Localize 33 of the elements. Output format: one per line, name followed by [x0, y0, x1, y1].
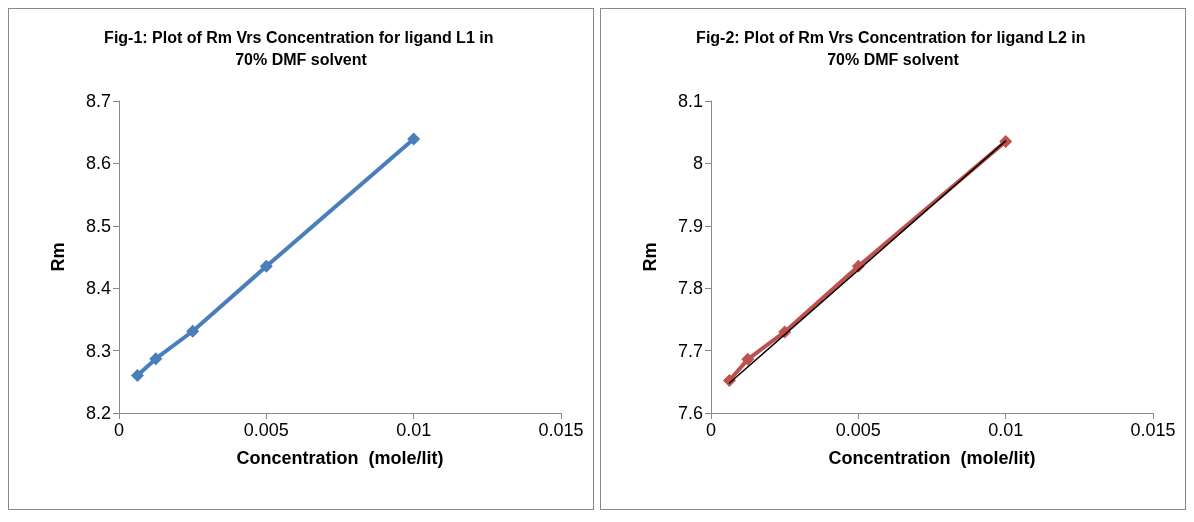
x-tick-label: 0.01 — [396, 420, 432, 440]
chart-title: Fig-2: Plot of Rm Vrs Concentration for ligand L2 in 70% DMF solvent — [696, 28, 1090, 68]
x-tick-label: 0 — [705, 420, 717, 440]
y-tick-label: 8.5 — [85, 215, 111, 236]
y-tick-label: 8 — [692, 153, 703, 174]
x-tick-label: 0.015 — [538, 420, 584, 440]
y-tick-label: 8.3 — [85, 340, 111, 361]
y-tick-label: 7.9 — [677, 215, 703, 236]
y-axis-title: Rm — [640, 242, 660, 272]
x-tick-label: 0 — [113, 420, 125, 440]
point — [186, 324, 200, 338]
y-tick-label: 7.6 — [677, 403, 703, 423]
x-tick-label: 0.005 — [243, 420, 289, 440]
y-tick-label: 7.7 — [677, 340, 703, 361]
point — [741, 352, 755, 366]
x-tick-label: 0.015 — [1130, 420, 1176, 440]
point — [149, 352, 163, 366]
x-tick-label: 0.005 — [835, 420, 881, 440]
y-tick-label: 8.7 — [85, 91, 111, 111]
x-tick-label: 0.01 — [988, 420, 1024, 440]
x-axis-title: Concentration (mole/lit) — [236, 448, 444, 468]
y-tick-label: 8.2 — [85, 403, 111, 423]
point — [259, 259, 273, 273]
y-tick-label: 8.6 — [85, 153, 111, 174]
point — [130, 369, 144, 383]
y-tick-label: 8.1 — [677, 91, 703, 111]
y-axis-title: Rm — [48, 242, 68, 272]
point — [407, 132, 421, 146]
x-axis-title: Concentration (mole/lit) — [828, 448, 1036, 468]
point — [999, 135, 1013, 149]
y-tick-label: 8.4 — [85, 278, 111, 299]
chart-title: Fig-1: Plot of Rm Vrs Concentration for ligand L1 in 70% DMF solvent — [104, 28, 498, 68]
y-tick-label: 7.8 — [677, 278, 703, 299]
